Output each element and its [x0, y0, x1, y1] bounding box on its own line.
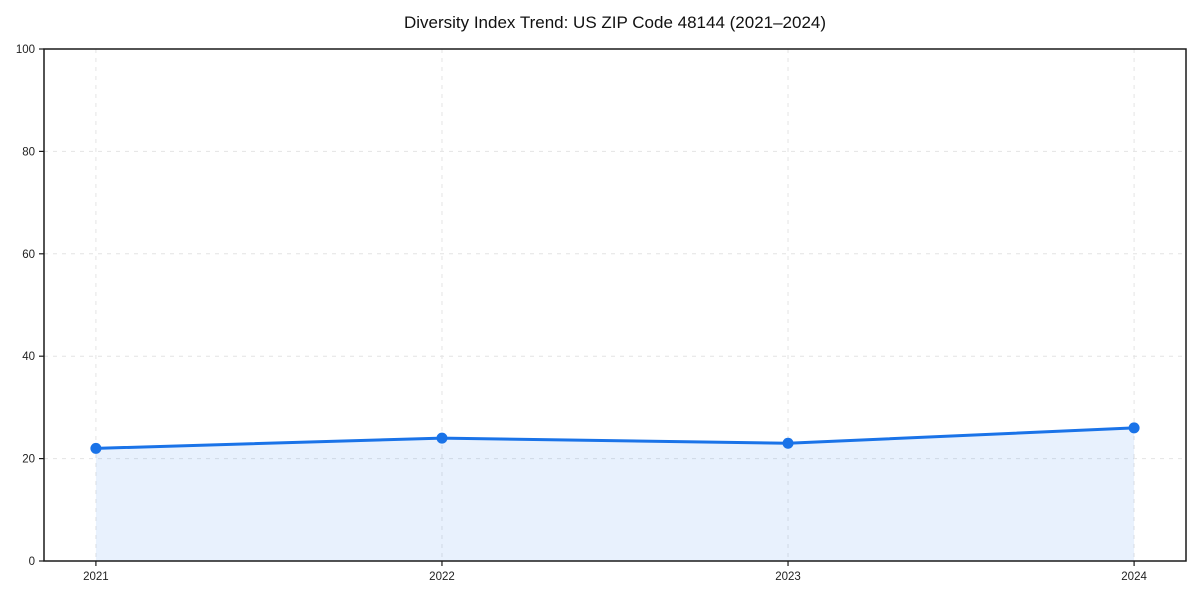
data-point [90, 442, 102, 454]
x-tick-label: 2021 [83, 571, 109, 583]
y-tick-label: 60 [22, 249, 35, 261]
x-tick-label: 2023 [775, 571, 801, 583]
chart-title: Diversity Index Trend: US ZIP Code 48144… [403, 13, 827, 32]
x-tick-label: 2024 [1121, 571, 1147, 583]
axis-ticks [39, 48, 1135, 566]
data-point-markers [90, 422, 1140, 454]
data-point [1128, 422, 1140, 434]
gridlines [44, 49, 1186, 561]
axis-tick-labels: 0 20 40 60 80 100 2021 2022 2023 2024 [16, 44, 1148, 583]
y-tick-label: 20 [22, 454, 35, 466]
y-tick-label: 80 [22, 146, 35, 158]
data-point [436, 432, 448, 444]
y-tick-label: 100 [16, 44, 35, 56]
trend-line [94, 426, 1136, 450]
y-tick-label: 0 [29, 556, 35, 568]
axes-box [43, 48, 1187, 562]
y-tick-label: 40 [22, 351, 35, 363]
x-tick-label: 2022 [429, 571, 455, 583]
data-point [782, 437, 794, 449]
area-fill [95, 427, 1135, 561]
